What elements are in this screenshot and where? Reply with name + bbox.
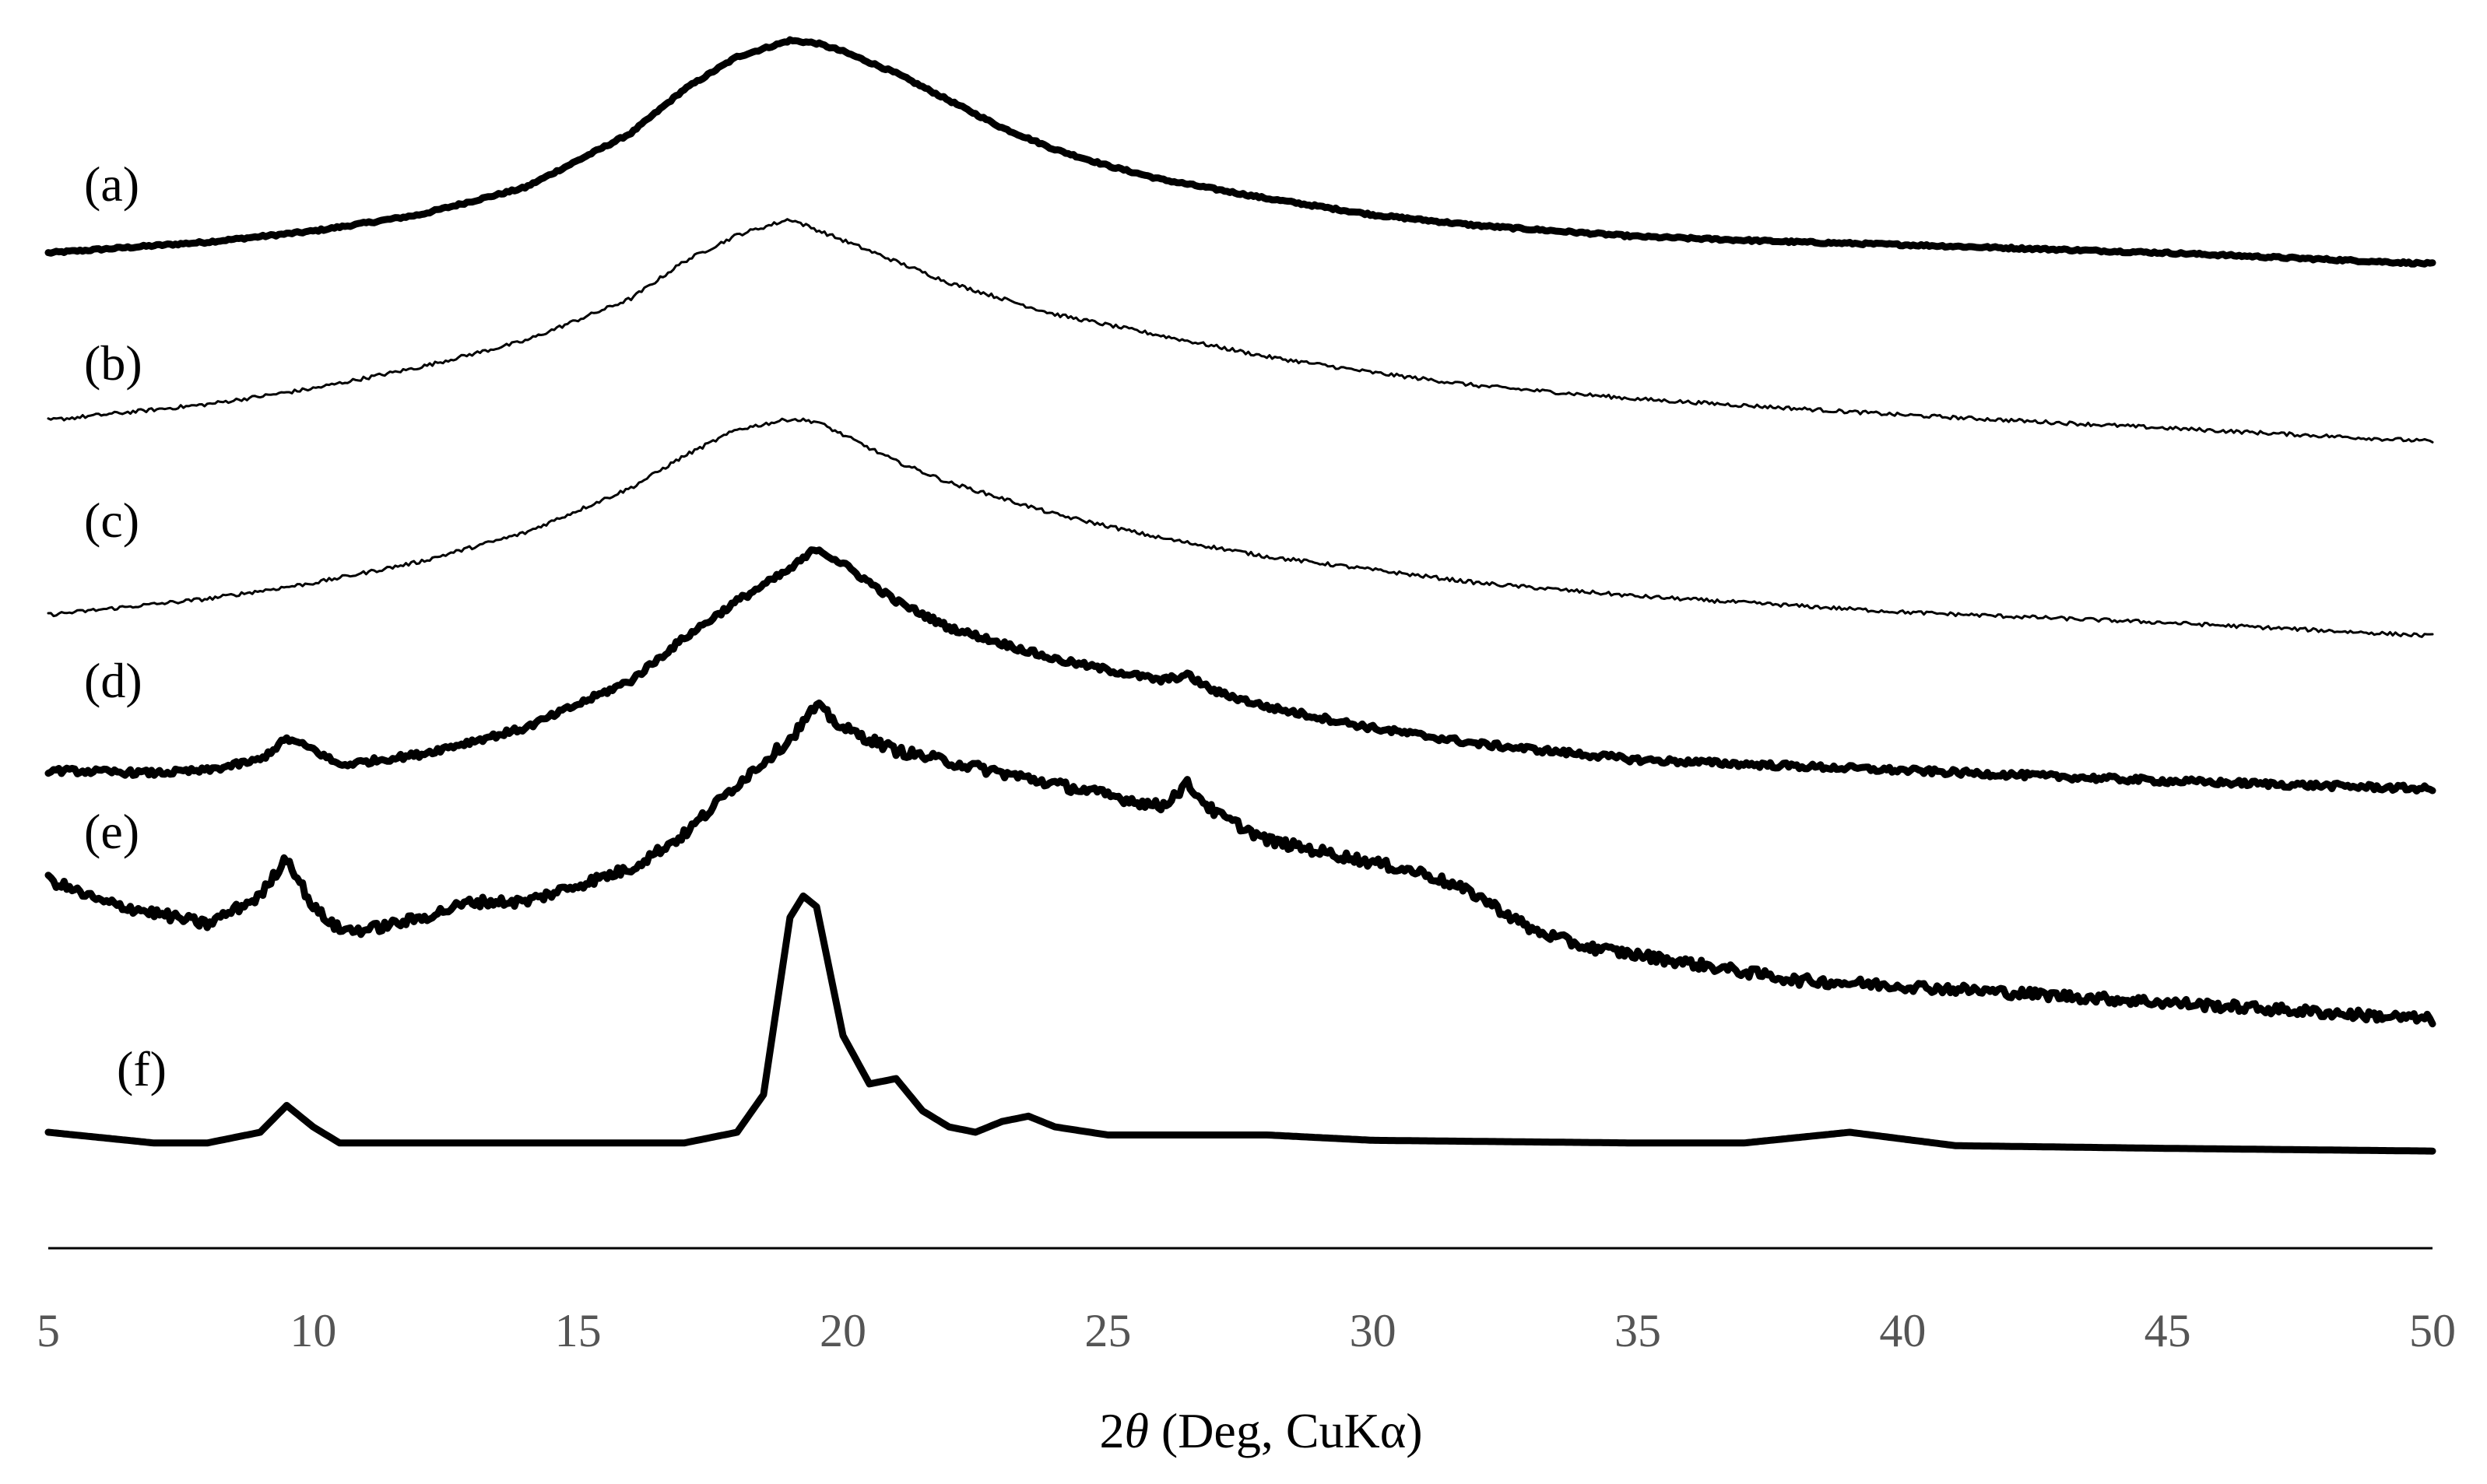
- x-tick-label: 35: [1614, 1305, 1661, 1356]
- x-tick-label: 30: [1350, 1305, 1396, 1356]
- x-tick-label: 50: [2409, 1305, 2456, 1356]
- series-curve-e: [44, 699, 2436, 1028]
- x-axis-title: 2θ (Deg, CuKα): [1099, 1403, 1422, 1458]
- x-tick-label: 45: [2145, 1305, 2191, 1356]
- series-curve-f: [44, 892, 2436, 1155]
- series-curves: [44, 36, 2436, 1155]
- x-tick-label: 10: [290, 1305, 336, 1356]
- x-tick-label: 20: [820, 1305, 866, 1356]
- series-curve-c: [47, 417, 2434, 638]
- x-tick-label: 15: [555, 1305, 602, 1356]
- series-label-e: (e): [84, 804, 139, 859]
- series-label-d: (d): [84, 653, 142, 708]
- series-curve-d: [44, 546, 2436, 795]
- series-label-a: (a): [84, 156, 139, 212]
- x-axis-tick-labels: 5 10 15 20 25 30 35 40 45 50: [37, 1305, 2456, 1356]
- x-tick-label: 40: [1879, 1305, 1926, 1356]
- series-label-b: (b): [84, 335, 142, 391]
- x-tick-label: 25: [1084, 1305, 1131, 1356]
- x-tick-label: 5: [37, 1305, 60, 1356]
- series-curve-a: [44, 36, 2436, 268]
- series-labels: (a) (b) (c) (d) (e) (f): [84, 156, 167, 1096]
- series-curve-b: [47, 218, 2434, 444]
- series-label-f: (f): [117, 1041, 167, 1096]
- series-label-c: (c): [84, 493, 139, 548]
